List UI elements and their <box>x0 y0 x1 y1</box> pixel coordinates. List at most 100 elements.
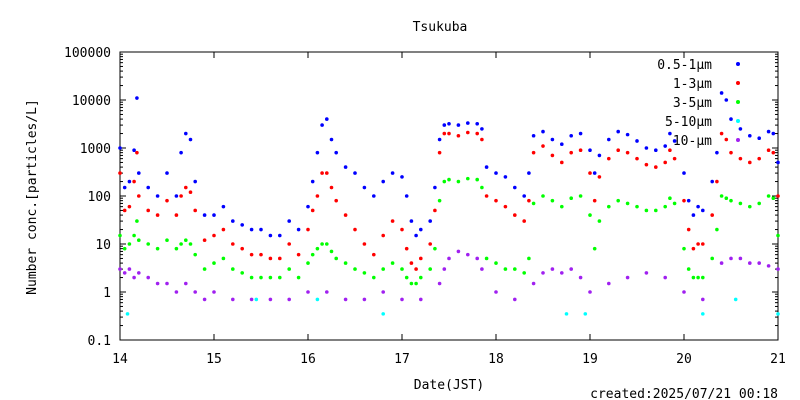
x-tick-label: 14 <box>112 352 128 367</box>
data-point <box>729 198 733 203</box>
data-point <box>118 171 122 175</box>
series-2 <box>118 130 780 271</box>
data-point <box>541 129 545 134</box>
data-point <box>447 121 451 126</box>
data-point <box>682 246 686 251</box>
data-point <box>179 194 183 198</box>
data-point <box>287 219 292 223</box>
data-point <box>625 150 630 155</box>
data-point <box>484 194 489 198</box>
data-point <box>240 223 244 227</box>
data-point <box>766 264 771 268</box>
data-point <box>588 213 592 217</box>
data-point <box>135 219 139 223</box>
data-point <box>325 117 329 121</box>
data-point <box>729 150 733 155</box>
data-point <box>127 204 132 209</box>
data-point <box>560 142 564 146</box>
data-point <box>381 233 386 238</box>
y-tick-label: 10 <box>95 238 111 253</box>
data-point <box>560 160 564 165</box>
data-point <box>249 275 254 280</box>
data-point <box>343 213 348 217</box>
data-point <box>409 219 414 223</box>
data-point <box>578 275 583 280</box>
data-point <box>137 194 141 198</box>
data-point <box>527 171 531 175</box>
data-point <box>738 127 743 131</box>
data-point <box>404 275 409 280</box>
data-point <box>766 194 771 198</box>
data-point <box>193 179 197 184</box>
data-point <box>724 196 729 200</box>
data-point <box>607 156 611 161</box>
data-point <box>719 261 724 265</box>
data-point <box>522 219 526 223</box>
data-point <box>494 290 498 294</box>
legend-label: 5-10μm <box>665 115 712 130</box>
data-point <box>146 185 150 190</box>
data-point <box>466 176 470 181</box>
data-point <box>184 281 188 286</box>
data-point <box>466 252 470 257</box>
data-point <box>409 281 414 286</box>
data-point <box>654 208 658 213</box>
data-point <box>724 98 729 102</box>
data-point <box>132 179 136 184</box>
data-point <box>381 179 386 184</box>
data-point <box>400 267 404 271</box>
data-point <box>231 267 235 271</box>
data-point <box>531 150 536 155</box>
data-point <box>771 196 776 200</box>
data-point <box>287 267 292 271</box>
data-point <box>513 213 517 217</box>
data-point <box>437 150 442 155</box>
data-point <box>278 256 282 261</box>
data-point <box>334 198 339 203</box>
data-point <box>757 156 761 161</box>
data-point <box>776 194 780 198</box>
data-point <box>668 148 672 152</box>
data-point <box>231 242 235 246</box>
data-point <box>710 256 714 261</box>
data-point <box>259 275 263 280</box>
data-point <box>701 242 705 246</box>
data-points <box>118 91 780 316</box>
data-point <box>696 204 700 209</box>
data-point <box>184 185 188 190</box>
data-point <box>560 271 564 275</box>
data-point <box>122 246 127 251</box>
data-point <box>607 137 611 142</box>
data-point <box>456 249 461 254</box>
data-point <box>329 137 334 142</box>
data-point <box>456 179 461 184</box>
data-point <box>146 242 150 246</box>
data-point <box>597 175 602 179</box>
data-point <box>254 297 259 302</box>
data-point <box>715 150 719 155</box>
data-point <box>592 198 597 203</box>
data-point <box>437 137 442 142</box>
data-point <box>329 185 334 190</box>
data-point <box>296 252 301 257</box>
legend: 0.5-1μm 1-3μm 3-5μm 5-10μm 10-μm <box>657 58 740 149</box>
data-point <box>127 242 132 246</box>
data-point <box>193 208 197 213</box>
data-point <box>221 204 226 209</box>
data-point <box>231 297 235 302</box>
data-point <box>654 165 658 169</box>
x-axis-ticks: 14 15 16 17 18 19 20 21 <box>112 52 786 367</box>
data-point <box>447 256 451 261</box>
x-tick-label: 18 <box>488 352 504 367</box>
data-point <box>644 162 649 167</box>
data-point <box>672 156 677 161</box>
data-point <box>362 271 367 275</box>
data-point <box>766 148 771 152</box>
data-point <box>710 213 714 217</box>
data-point <box>484 165 489 169</box>
x-axis-label: Date(JST) <box>414 378 484 393</box>
data-point <box>132 233 136 238</box>
data-point <box>696 242 700 246</box>
data-point <box>419 275 423 280</box>
